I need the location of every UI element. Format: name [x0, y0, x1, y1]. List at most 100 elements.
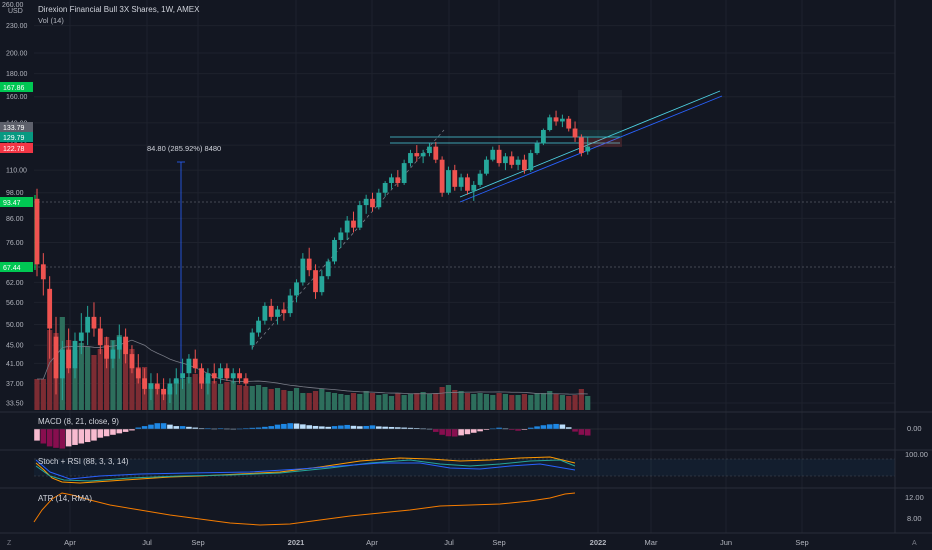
volume-bar	[578, 389, 584, 410]
candle-body	[110, 349, 116, 359]
stoch-d-line	[35, 459, 576, 482]
candle-body	[224, 368, 230, 379]
channel-line-upper	[459, 90, 721, 198]
macd-bar	[458, 429, 464, 436]
candle-body	[370, 198, 375, 208]
volume-bar	[426, 394, 433, 410]
atr-path	[33, 492, 576, 526]
volume-bar	[72, 350, 78, 410]
time-axis[interactable]: Apr Jul Sep 2021 Apr Jul Sep 2022 Mar Jun Sep	[64, 538, 809, 547]
macd-bar	[363, 425, 369, 429]
price-tag	[0, 122, 33, 132]
macd-bar	[584, 429, 591, 436]
macd-bar	[578, 429, 585, 435]
drawings-layer[interactable]	[34, 90, 895, 400]
target-zone	[578, 130, 622, 138]
volume-bar	[116, 335, 122, 410]
volume-bar	[97, 349, 103, 410]
candle-body	[408, 153, 413, 164]
candle-body	[167, 383, 173, 395]
price-tick-label: 62.00	[6, 280, 24, 287]
volume-bar	[179, 379, 186, 410]
macd-bar	[97, 429, 104, 438]
candle-body	[78, 332, 84, 341]
volume-bar	[382, 394, 388, 410]
price-tick-label: 41.00	[6, 361, 24, 368]
macd-bar	[268, 426, 275, 429]
macd-bar	[135, 427, 142, 429]
volume-bar	[471, 394, 477, 410]
candle-body	[154, 383, 160, 389]
macd-bar	[198, 428, 205, 430]
volume-bar	[255, 385, 262, 410]
macd-bar	[319, 426, 325, 429]
macd-bar	[395, 427, 401, 429]
volume-bar	[34, 379, 40, 410]
volume-bar	[445, 385, 452, 410]
macd-bar	[483, 429, 490, 430]
macd-bar	[388, 426, 395, 429]
macd-bar	[565, 427, 572, 429]
macd-bar	[350, 425, 357, 429]
auto-scale-icon[interactable]: A	[912, 540, 917, 547]
macd-bar	[217, 428, 224, 430]
macd-bar	[338, 425, 344, 429]
macd-bar	[40, 429, 47, 444]
candle-body	[161, 388, 166, 395]
macd-bar	[148, 424, 154, 429]
candle-body	[414, 153, 420, 157]
price-tag	[0, 262, 33, 272]
candle-body	[522, 159, 527, 171]
macd-bar	[325, 426, 331, 429]
time-tick-label: Jun	[720, 538, 732, 547]
macd-title: MACD (8, 21, close, 9)	[38, 417, 119, 426]
macd-bar	[508, 429, 515, 430]
volume-bar	[458, 391, 464, 410]
candle-body	[541, 129, 546, 144]
candle-body	[249, 332, 255, 346]
macd-bar	[287, 423, 293, 429]
macd-bar	[432, 429, 439, 432]
volume-bar	[502, 394, 509, 410]
volume-bar	[173, 380, 179, 410]
candle-body	[319, 276, 325, 293]
volume-bar	[123, 337, 129, 410]
z-icon[interactable]: Z	[7, 540, 12, 547]
candle-body	[262, 305, 268, 321]
time-tick-label: 2022	[590, 538, 607, 547]
candle-body	[268, 305, 274, 317]
atr-8-label: 8.00	[907, 514, 922, 523]
volume-bar	[344, 395, 350, 410]
volume-bar	[192, 374, 198, 410]
price-tick-label: 200.00	[6, 51, 28, 58]
macd-bar	[84, 429, 91, 443]
candle-body	[566, 118, 572, 129]
pane-separators	[0, 0, 932, 534]
volume-bar	[135, 367, 141, 410]
rsi-line	[35, 459, 576, 480]
candle-body	[72, 340, 78, 369]
price-tick-label: 110.00	[6, 168, 27, 175]
time-tick-label: 2021	[288, 538, 305, 547]
candle-body	[484, 159, 489, 174]
candle-body	[237, 373, 242, 379]
volume-bar	[217, 384, 224, 410]
volume-bar	[540, 393, 546, 410]
price-tag-label: 93.47	[3, 200, 21, 207]
volume-bar	[369, 393, 376, 410]
atr-12-label: 12.00	[905, 493, 924, 502]
macd-bar	[154, 423, 161, 429]
candle-body	[433, 146, 439, 160]
candle-body	[186, 358, 192, 374]
candle-body	[135, 368, 141, 379]
time-tick-label: Mar	[645, 538, 658, 547]
time-tick-label: Jul	[444, 538, 454, 547]
macd-bar	[357, 426, 363, 429]
volume-bar	[306, 393, 312, 410]
candles[interactable]	[34, 110, 591, 403]
candle-body	[389, 177, 394, 183]
candle-body	[243, 378, 249, 384]
time-tick-label: Apr	[366, 538, 378, 547]
time-tick-label: Apr	[64, 538, 76, 547]
